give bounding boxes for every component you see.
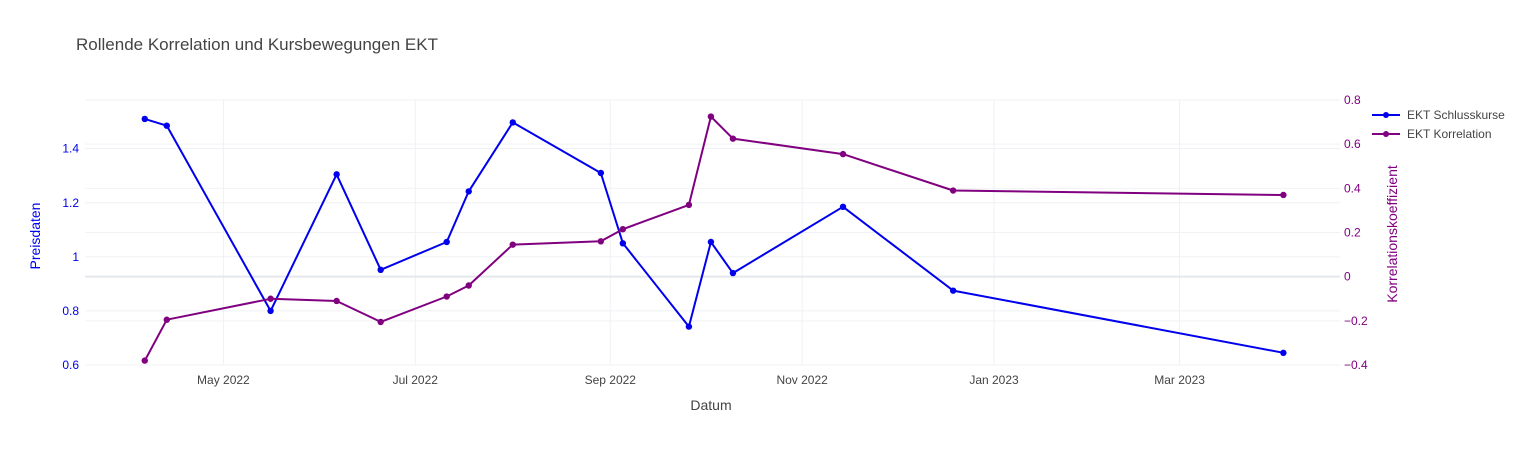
x-tick-label: Nov 2022 — [776, 373, 828, 387]
data-point-schlusskurse — [509, 119, 516, 126]
right-tick-label: 0.8 — [1344, 93, 1361, 107]
legend-item-schlusskurse[interactable]: EKT Schlusskurse — [1372, 108, 1505, 122]
data-point-korrelation — [685, 201, 693, 209]
chart-title: Rollende Korrelation und Kursbewegungen … — [76, 35, 438, 54]
data-point-korrelation — [707, 113, 715, 120]
x-tick-label: Sep 2022 — [585, 373, 637, 387]
right-axis-title: Korrelationskoeffizient — [1384, 165, 1400, 303]
data-point-korrelation — [443, 293, 450, 300]
left-tick-label: 1 — [72, 250, 79, 264]
legend-item-korrelation[interactable]: EKT Korrelation — [1372, 127, 1492, 141]
data-point-schlusskurse — [377, 266, 384, 274]
right-tick-label: −0.2 — [1344, 314, 1368, 328]
series-layer — [141, 113, 1287, 364]
data-point-schlusskurse — [839, 203, 847, 211]
data-point-korrelation — [333, 297, 340, 305]
data-point-korrelation — [267, 295, 274, 302]
grid — [85, 99, 1340, 366]
right-tick-label: −0.4 — [1344, 358, 1368, 372]
data-point-schlusskurse — [729, 269, 737, 277]
data-point-schlusskurse — [163, 122, 170, 129]
data-point-schlusskurse — [685, 323, 693, 330]
left-axis-title: Preisdaten — [27, 203, 43, 270]
legend-marker-schlusskurse — [1383, 112, 1389, 118]
data-point-schlusskurse — [267, 307, 274, 315]
right-tick-label: 0.2 — [1344, 226, 1361, 240]
data-point-korrelation — [509, 241, 516, 248]
left-tick-label: 1.4 — [62, 142, 79, 156]
left-tick-label: 0.8 — [62, 304, 79, 318]
right-tick-label: 0.4 — [1344, 181, 1361, 195]
data-point-korrelation — [465, 282, 472, 289]
legend-label-korrelation: EKT Korrelation — [1407, 127, 1492, 141]
legend-marker-korrelation — [1383, 131, 1389, 137]
left-tick-label: 1.2 — [62, 196, 79, 210]
x-tick-label: Mar 2023 — [1154, 373, 1205, 387]
x-axis-title: Datum — [690, 397, 731, 413]
data-point-korrelation — [839, 150, 847, 158]
data-point-schlusskurse — [465, 188, 472, 195]
data-point-schlusskurse — [707, 238, 715, 246]
series-line-korrelation — [143, 115, 1284, 362]
right-tick-label: 0 — [1344, 270, 1351, 284]
data-point-korrelation — [597, 238, 605, 245]
data-point-korrelation — [377, 318, 384, 326]
data-point-schlusskurse — [443, 238, 450, 246]
data-point-korrelation — [141, 357, 148, 364]
data-point-schlusskurse — [141, 115, 148, 123]
ticks-layer: May 2022 Jul 2022 Sep 2022 Nov 2022 Jan 2023… — [62, 93, 1368, 387]
data-point-korrelation — [163, 316, 170, 323]
legend-label-schlusskurse: EKT Schlusskurse — [1407, 108, 1505, 122]
series-line-schlusskurse — [144, 117, 1284, 354]
legend[interactable]: EKT Schlusskurse EKT Korrelation — [1372, 108, 1505, 141]
x-tick-label: May 2022 — [197, 373, 250, 387]
data-point-korrelation — [729, 135, 737, 142]
data-point-schlusskurse — [619, 240, 627, 247]
right-tick-label: 0.6 — [1344, 137, 1361, 151]
data-point-schlusskurse — [333, 171, 340, 178]
x-tick-label: Jan 2023 — [969, 373, 1019, 387]
data-point-schlusskurse — [949, 287, 957, 294]
x-tick-label: Jul 2022 — [393, 373, 439, 387]
data-point-korrelation — [949, 187, 957, 194]
data-point-korrelation — [1280, 191, 1287, 199]
data-point-schlusskurse — [1280, 349, 1287, 357]
data-point-korrelation — [619, 225, 627, 233]
left-tick-label: 0.6 — [62, 358, 79, 372]
data-point-schlusskurse — [597, 169, 605, 177]
